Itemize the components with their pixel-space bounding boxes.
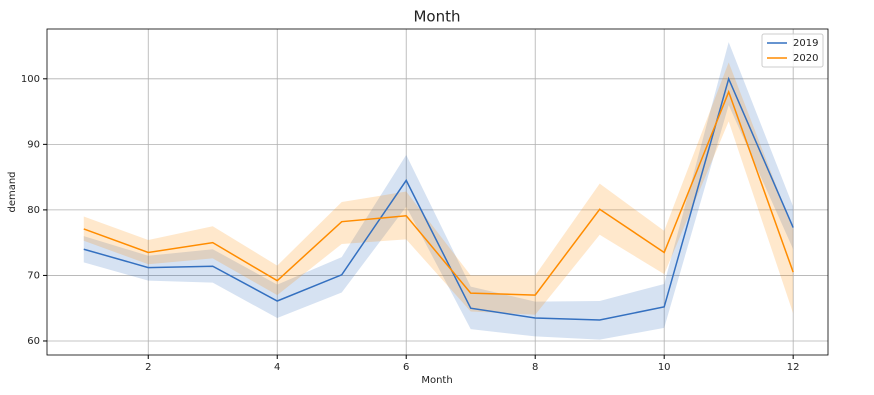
x-tick-label: 4 xyxy=(274,362,280,373)
x-tick-label: 2 xyxy=(145,362,151,373)
y-tick-label: 80 xyxy=(27,205,40,216)
x-tick-label: 8 xyxy=(532,362,538,373)
confidence-band xyxy=(83,62,794,315)
y-axis-label: demand xyxy=(7,171,18,212)
line xyxy=(83,89,794,296)
y-tick-label: 90 xyxy=(27,139,40,150)
x-tick-label: 12 xyxy=(787,362,800,373)
y-tick-label: 60 xyxy=(27,336,40,347)
line xyxy=(83,76,794,321)
y-tick-label: 70 xyxy=(27,270,40,281)
y-tick-label: 100 xyxy=(21,74,40,85)
x-tick-label: 6 xyxy=(403,362,409,373)
legend-label: 2019 xyxy=(793,38,818,49)
x-tick-label: 10 xyxy=(658,362,671,373)
legend-label: 2020 xyxy=(793,53,818,64)
plot-frame xyxy=(46,28,829,356)
confidence-band xyxy=(83,42,794,340)
chart-title: Month xyxy=(413,8,460,26)
x-axis-label: Month xyxy=(421,375,452,386)
